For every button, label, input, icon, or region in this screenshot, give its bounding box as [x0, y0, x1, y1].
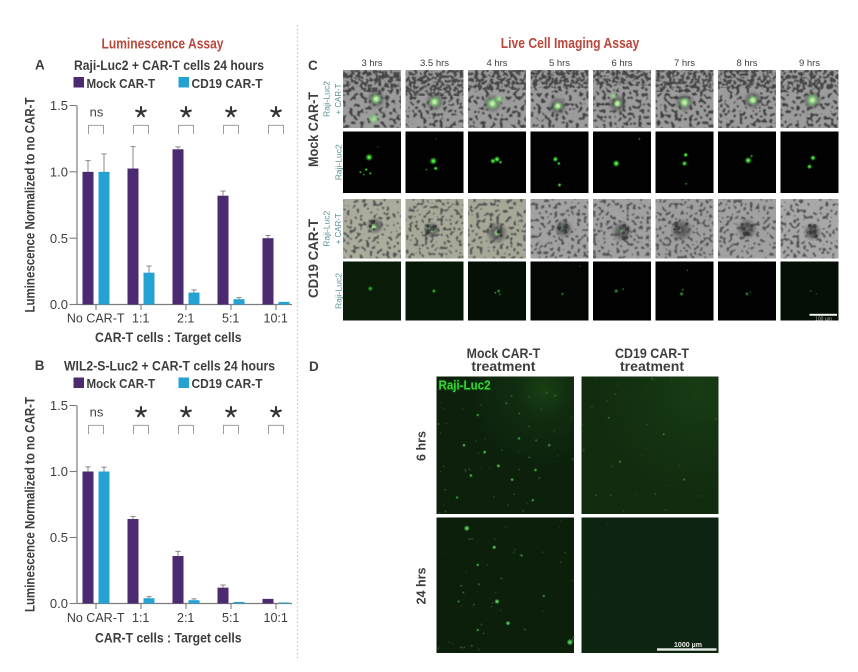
svg-text:7 hrs: 7 hrs: [674, 58, 695, 69]
svg-text:1:1: 1:1: [132, 312, 149, 326]
svg-text:Raji-Luc2: Raji-Luc2: [439, 378, 491, 393]
svg-text:10:1: 10:1: [264, 312, 288, 326]
svg-text:Mock CAR-T: Mock CAR-T: [306, 91, 321, 167]
svg-text:No CAR-T: No CAR-T: [67, 611, 125, 625]
svg-text:CAR-T cells : Target cells: CAR-T cells : Target cells: [95, 329, 242, 345]
svg-text:D: D: [309, 359, 319, 374]
svg-text:ns: ns: [90, 105, 104, 120]
svg-text:B: B: [35, 358, 45, 373]
svg-text:Raji-Luc2 + CAR-T cells 24 hou: Raji-Luc2 + CAR-T cells 24 hours: [74, 58, 264, 73]
svg-text:Luminescence Assay: Luminescence Assay: [102, 37, 224, 53]
svg-text:CD19 CAR-T: CD19 CAR-T: [615, 345, 689, 361]
svg-text:5:1: 5:1: [222, 611, 239, 625]
svg-text:24 hrs: 24 hrs: [414, 568, 429, 605]
svg-text:Raji-Luc2: Raji-Luc2: [439, 378, 491, 393]
svg-text:No CAR-T: No CAR-T: [67, 312, 125, 326]
svg-text:1.0: 1.0: [50, 464, 68, 479]
svg-text:CD19 CAR-T: CD19 CAR-T: [192, 376, 263, 391]
svg-text:1:1: 1:1: [132, 611, 149, 625]
svg-text:3 hrs: 3 hrs: [361, 58, 382, 69]
svg-text:0.0: 0.0: [50, 297, 68, 312]
svg-text:5 hrs: 5 hrs: [549, 58, 570, 69]
svg-text:4 hrs: 4 hrs: [486, 58, 507, 69]
svg-text:treatment: treatment: [620, 358, 684, 374]
svg-text:CD19 CAR-T: CD19 CAR-T: [306, 218, 321, 298]
svg-text:A: A: [35, 58, 45, 73]
svg-text:0.5: 0.5: [50, 530, 68, 545]
svg-text:100 µm: 100 µm: [815, 317, 832, 323]
svg-text:CD19 CAR-T: CD19 CAR-T: [192, 76, 263, 91]
svg-text:9 hrs: 9 hrs: [799, 58, 820, 69]
svg-text:Mock CAR-T: Mock CAR-T: [87, 376, 156, 391]
svg-text:Mock CAR-T: Mock CAR-T: [467, 345, 541, 361]
svg-text:Mock CAR-T: Mock CAR-T: [87, 76, 156, 91]
svg-text:3.5 hrs: 3.5 hrs: [420, 58, 449, 69]
svg-text:Raji-Luc2: Raji-Luc2: [334, 144, 344, 180]
svg-text:1000 µm: 1000 µm: [674, 642, 702, 649]
svg-text:C: C: [308, 58, 318, 73]
svg-text:8 hrs: 8 hrs: [736, 58, 757, 69]
svg-text:2:1: 2:1: [177, 312, 194, 326]
svg-text:+ CAR-T: + CAR-T: [333, 213, 343, 244]
svg-text:10:1: 10:1: [264, 611, 288, 625]
svg-text:1.5: 1.5: [50, 98, 68, 113]
svg-text:Luminescence Normalized to no: Luminescence Normalized to no CAR-T: [23, 97, 38, 313]
svg-text:Live Cell Imaging Assay: Live Cell Imaging Assay: [501, 36, 640, 52]
svg-text:1.0: 1.0: [50, 165, 68, 180]
svg-text:Luminescence Normalized to no: Luminescence Normalized to no CAR-T: [23, 396, 38, 612]
svg-text:Raji-Luc2: Raji-Luc2: [322, 81, 332, 117]
svg-text:+ CAR-T: + CAR-T: [333, 84, 343, 115]
svg-text:6 hrs: 6 hrs: [611, 58, 632, 69]
svg-text:CAR-T cells : Target cells: CAR-T cells : Target cells: [95, 630, 242, 646]
svg-text:0.0: 0.0: [50, 596, 68, 611]
svg-text:6 hrs: 6 hrs: [414, 431, 429, 461]
svg-text:2:1: 2:1: [177, 611, 194, 625]
svg-text:Raji-Luc2: Raji-Luc2: [322, 210, 332, 246]
svg-text:5:1: 5:1: [222, 312, 239, 326]
svg-text:WIL2-S-Luc2 + CAR-T cells 24 h: WIL2-S-Luc2 + CAR-T cells 24 hours: [64, 359, 275, 374]
svg-text:Raji-Luc2: Raji-Luc2: [334, 273, 344, 309]
svg-text:ns: ns: [90, 405, 104, 420]
svg-text:treatment: treatment: [471, 358, 535, 374]
svg-text:0.5: 0.5: [50, 231, 68, 246]
svg-text:1.5: 1.5: [50, 398, 68, 413]
